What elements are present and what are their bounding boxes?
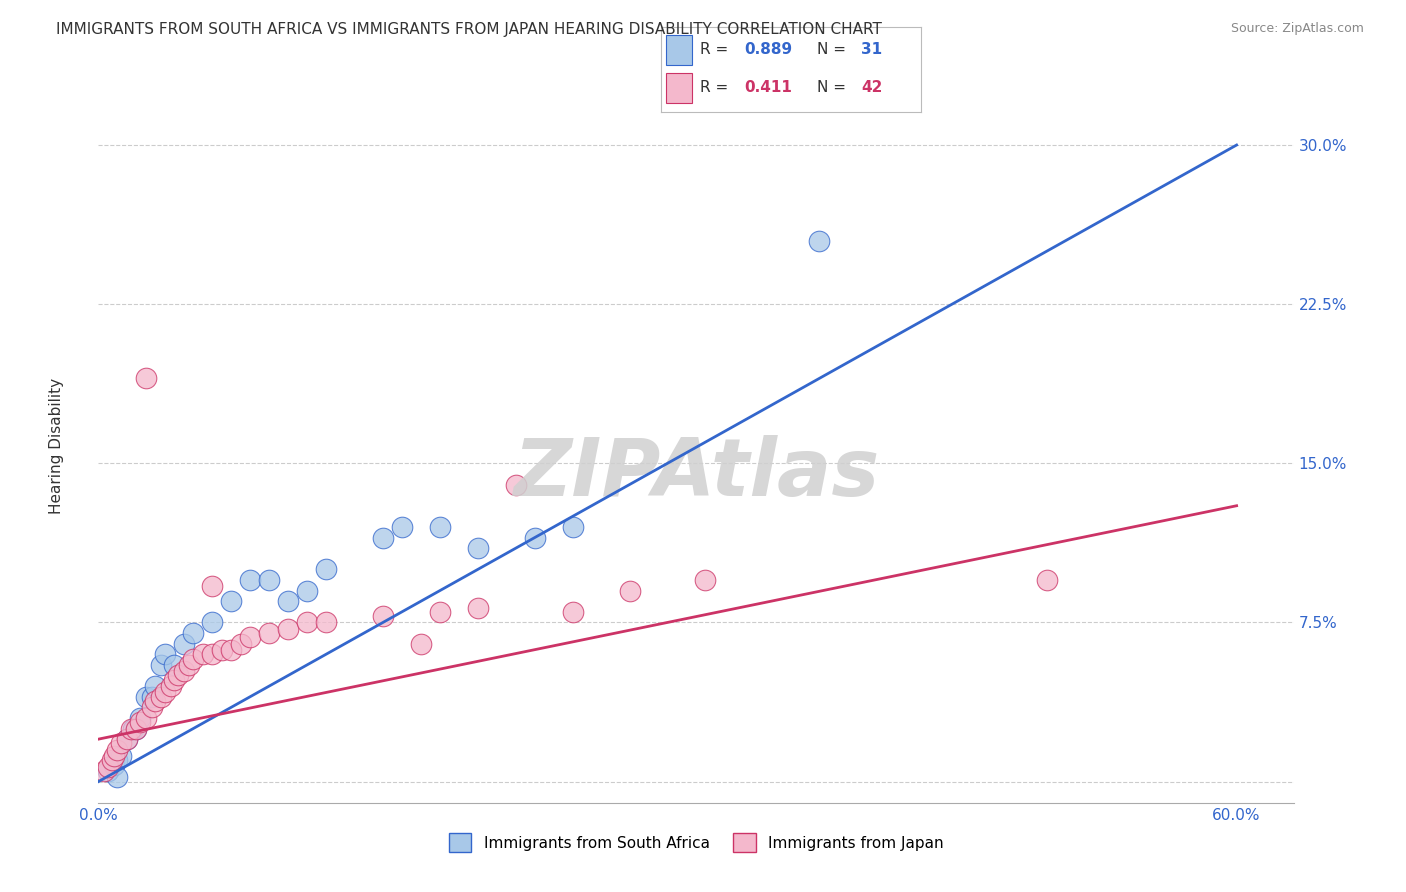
Point — [505, 477, 527, 491]
Point — [135, 371, 157, 385]
Text: N =: N = — [817, 42, 851, 57]
Point — [239, 573, 262, 587]
Point — [619, 583, 641, 598]
Point — [257, 626, 280, 640]
Point — [219, 594, 242, 608]
Point — [141, 690, 163, 704]
Bar — [666, 73, 692, 103]
Point — [409, 637, 432, 651]
Point — [191, 647, 214, 661]
Point — [93, 764, 115, 778]
Point — [229, 637, 252, 651]
Point — [120, 722, 142, 736]
Point — [163, 657, 186, 672]
Point — [167, 668, 190, 682]
Point — [143, 694, 166, 708]
Point — [125, 722, 148, 736]
Point — [257, 573, 280, 587]
Point — [695, 573, 717, 587]
Point — [103, 749, 125, 764]
Point — [219, 643, 242, 657]
Point — [105, 743, 128, 757]
Point — [173, 665, 195, 679]
Point — [371, 531, 394, 545]
Point — [295, 615, 318, 630]
Point — [277, 622, 299, 636]
Point — [115, 732, 138, 747]
Point — [135, 711, 157, 725]
Point — [105, 770, 128, 784]
Point — [143, 679, 166, 693]
Point — [150, 657, 173, 672]
Point — [173, 637, 195, 651]
Point — [808, 234, 831, 248]
Point — [121, 722, 143, 736]
Point — [110, 749, 132, 764]
Point — [115, 732, 138, 747]
Point — [163, 673, 186, 687]
Point — [110, 736, 132, 750]
Point — [100, 753, 122, 767]
Text: 42: 42 — [860, 80, 883, 95]
Point — [391, 520, 413, 534]
Text: N =: N = — [817, 80, 851, 95]
Point — [159, 679, 181, 693]
Point — [181, 651, 204, 665]
Text: IMMIGRANTS FROM SOUTH AFRICA VS IMMIGRANTS FROM JAPAN HEARING DISABILITY CORRELA: IMMIGRANTS FROM SOUTH AFRICA VS IMMIGRAN… — [56, 22, 882, 37]
Point — [97, 764, 120, 778]
Point — [561, 605, 583, 619]
Point — [201, 615, 224, 630]
Point — [129, 711, 152, 725]
Point — [295, 583, 318, 598]
Text: R =: R = — [700, 42, 733, 57]
Point — [315, 562, 337, 576]
Text: 0.411: 0.411 — [744, 80, 792, 95]
Point — [429, 605, 451, 619]
Text: ZIPAtlas: ZIPAtlas — [513, 434, 879, 513]
Point — [141, 700, 163, 714]
Point — [150, 690, 173, 704]
Point — [467, 541, 489, 556]
Text: Hearing Disability: Hearing Disability — [49, 378, 63, 514]
Point — [429, 520, 451, 534]
Point — [153, 647, 176, 661]
Point — [467, 600, 489, 615]
Point — [239, 630, 262, 644]
Point — [561, 520, 583, 534]
Point — [201, 579, 224, 593]
Point — [523, 531, 546, 545]
Bar — [666, 36, 692, 65]
Point — [1036, 573, 1059, 587]
Point — [371, 609, 394, 624]
Point — [315, 615, 337, 630]
Text: 0.889: 0.889 — [744, 42, 792, 57]
Point — [211, 643, 233, 657]
Point — [277, 594, 299, 608]
Text: Source: ZipAtlas.com: Source: ZipAtlas.com — [1230, 22, 1364, 36]
Point — [97, 760, 120, 774]
Point — [135, 690, 157, 704]
Point — [125, 722, 148, 736]
Point — [129, 715, 152, 730]
Text: R =: R = — [700, 80, 733, 95]
Point — [153, 685, 176, 699]
Point — [201, 647, 224, 661]
Text: 31: 31 — [860, 42, 882, 57]
Point — [181, 626, 204, 640]
Point — [179, 657, 201, 672]
Legend: Immigrants from South Africa, Immigrants from Japan: Immigrants from South Africa, Immigrants… — [443, 827, 949, 858]
Point — [103, 757, 125, 772]
Point — [105, 753, 128, 767]
